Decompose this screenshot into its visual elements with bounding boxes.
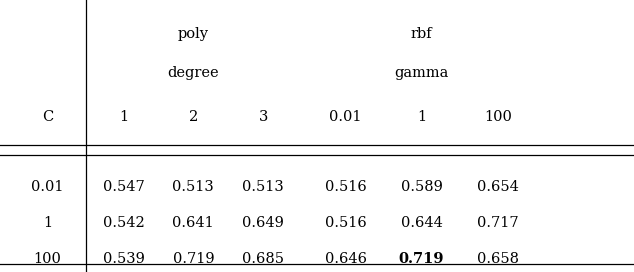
Text: 0.658: 0.658 (477, 252, 519, 266)
Text: 0.717: 0.717 (477, 216, 519, 230)
Text: gamma: gamma (394, 66, 449, 79)
Text: C: C (42, 110, 53, 123)
Text: rbf: rbf (411, 27, 432, 41)
Text: 0.01: 0.01 (31, 180, 64, 193)
Text: 2: 2 (189, 110, 198, 123)
Text: 0.685: 0.685 (242, 252, 284, 266)
Text: 0.719: 0.719 (399, 252, 444, 266)
Text: 0.513: 0.513 (172, 180, 214, 193)
Text: 0.649: 0.649 (242, 216, 284, 230)
Text: poly: poly (178, 27, 209, 41)
Text: 0.589: 0.589 (401, 180, 443, 193)
Text: 100: 100 (34, 252, 61, 266)
Text: 3: 3 (259, 110, 268, 123)
Text: 0.719: 0.719 (172, 252, 214, 266)
Text: 100: 100 (484, 110, 512, 123)
Text: 0.516: 0.516 (325, 180, 366, 193)
Text: 0.644: 0.644 (401, 216, 443, 230)
Text: 1: 1 (119, 110, 128, 123)
Text: 1: 1 (417, 110, 426, 123)
Text: 0.539: 0.539 (103, 252, 145, 266)
Text: 0.646: 0.646 (325, 252, 366, 266)
Text: 0.542: 0.542 (103, 216, 145, 230)
Text: 0.516: 0.516 (325, 216, 366, 230)
Text: 1: 1 (43, 216, 52, 230)
Text: 0.547: 0.547 (103, 180, 145, 193)
Text: 0.513: 0.513 (242, 180, 284, 193)
Text: 0.654: 0.654 (477, 180, 519, 193)
Text: degree: degree (167, 66, 219, 79)
Text: 0.01: 0.01 (329, 110, 362, 123)
Text: 0.641: 0.641 (172, 216, 214, 230)
